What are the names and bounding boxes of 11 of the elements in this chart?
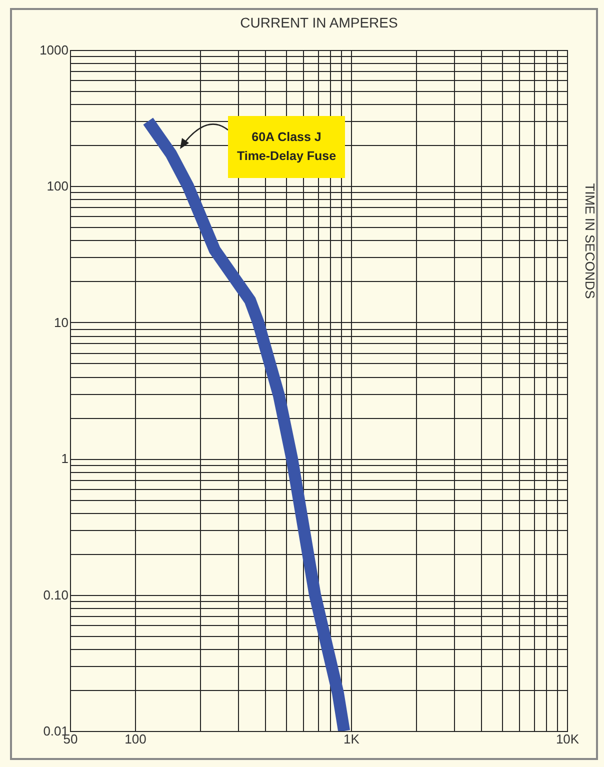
y-tick-label: 1 [61, 451, 68, 466]
x-tick-label: 1K [344, 732, 360, 746]
x-tick-label: 100 [124, 732, 146, 746]
x-tick-label: 10K [556, 732, 580, 746]
x-axis-title: CURRENT IN AMPERES [240, 14, 398, 30]
annotation: 60A Class J Time-Delay Fuse [228, 116, 345, 178]
y-axis-title: TIME IN SECONDS [582, 183, 598, 300]
y-tick-label: 100 [46, 178, 68, 194]
y-tick-label: 10 [54, 314, 68, 330]
y-tick-label: 1000 [40, 42, 68, 58]
y-tick-label: 0.10 [43, 587, 68, 602]
